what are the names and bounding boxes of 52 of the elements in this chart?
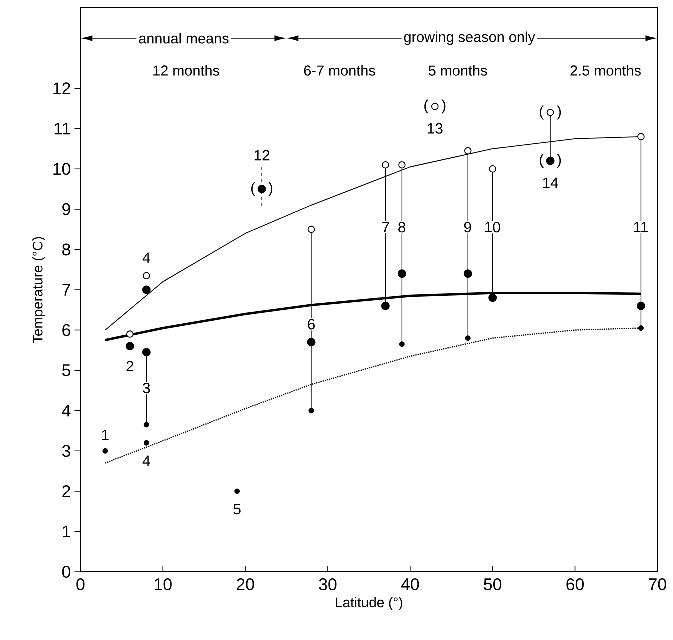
annotation: ) — [268, 182, 273, 196]
x-tick-label: 60 — [566, 578, 584, 591]
y-axis-title: Temperature (°C) — [32, 237, 46, 344]
annotation: 9 — [464, 222, 472, 233]
annotation: annual means — [139, 33, 229, 44]
x-tick-label: 0 — [76, 578, 85, 591]
annotation: ) — [557, 106, 562, 120]
annotation: 2.5 months — [570, 65, 641, 76]
annotation: 12 months — [154, 65, 220, 76]
annotation: 4 — [142, 252, 150, 264]
annotation: ( — [540, 154, 544, 168]
annotation: 13 — [428, 123, 443, 134]
annotation: 1 — [102, 430, 109, 440]
annotation: 6-7 months — [304, 65, 376, 76]
annotation: 12 — [254, 150, 270, 161]
y-tick-label: 8 — [62, 244, 70, 256]
annotation: 6 — [308, 319, 315, 330]
annotation: 5 months — [428, 65, 488, 76]
annotation: 2 — [126, 361, 134, 372]
annotation: ( — [424, 100, 429, 114]
y-tick-label: 6 — [62, 324, 70, 336]
y-tick-label: 5 — [62, 364, 70, 376]
annotation: ( — [252, 182, 256, 196]
annotation: 10 — [486, 222, 500, 233]
x-tick-label: 30 — [319, 578, 337, 591]
annotation: 5 — [234, 504, 241, 515]
annotation: 11 — [634, 222, 648, 233]
y-tick-label: 0 — [62, 566, 71, 578]
y-tick-label: 1 — [63, 526, 70, 538]
annotation: 4 — [142, 456, 150, 466]
y-tick-label: 3 — [62, 445, 70, 458]
annotation: 3 — [143, 383, 150, 394]
annotation: 14 — [543, 178, 558, 188]
y-tick-label: 10 — [54, 163, 71, 176]
annotation: ) — [557, 154, 562, 168]
x-tick-label: 50 — [484, 578, 502, 591]
x-tick-label: 20 — [236, 578, 254, 591]
y-tick-label: 12 — [54, 82, 70, 94]
y-tick-label: 7 — [62, 284, 70, 296]
annotation: 7 — [382, 222, 390, 233]
annotation: ( — [540, 106, 544, 120]
y-tick-label: 4 — [62, 405, 71, 417]
x-tick-label: 10 — [155, 578, 172, 591]
y-tick-label: 2 — [62, 486, 70, 498]
y-tick-label: 9 — [62, 203, 70, 216]
x-axis-title: Latitude (°) — [336, 597, 403, 610]
x-tick-label: 40 — [401, 578, 420, 591]
annotation: growing season only — [404, 32, 536, 46]
annotation: 8 — [398, 222, 406, 233]
y-tick-label: 11 — [54, 123, 70, 135]
x-tick-label: 70 — [649, 578, 666, 591]
annotation: ) — [442, 100, 446, 114]
